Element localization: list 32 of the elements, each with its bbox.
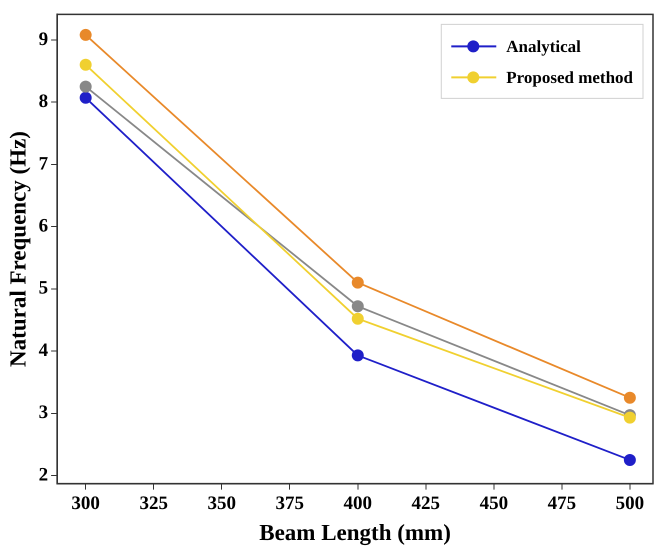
x-tick-label: 375	[275, 492, 304, 514]
y-tick-label: 2	[38, 464, 48, 486]
point	[80, 28, 92, 41]
point	[80, 80, 92, 93]
y-tick-label: 8	[38, 91, 48, 112]
x-tick-label: 300	[71, 492, 100, 514]
y-tick-label: 3	[38, 402, 48, 424]
x-tick-label: 350	[207, 492, 236, 514]
legend-label: Analytical	[506, 36, 582, 56]
y-tick-label: 5	[38, 278, 48, 299]
y-tick-label: 6	[38, 216, 48, 237]
point	[624, 392, 636, 404]
x-axis-title: Beam Length (mm)	[259, 520, 451, 546]
x-tick-label: 500	[616, 492, 644, 514]
point	[352, 312, 364, 325]
point	[80, 58, 92, 71]
y-tick-label: 7	[38, 153, 49, 174]
point	[624, 454, 636, 466]
x-tick-label: 425	[412, 492, 440, 514]
point	[352, 349, 364, 362]
point	[352, 276, 364, 289]
x-tick-label: 400	[344, 492, 372, 514]
legend-label: Proposed method	[506, 68, 634, 87]
y-axis-title: Natural Frequency (Hz)	[6, 131, 31, 367]
point	[352, 300, 364, 312]
y-tick-label: 4	[38, 340, 49, 361]
y-tick-label: 9	[38, 28, 48, 50]
x-tick-label: 325	[139, 492, 168, 514]
point	[624, 412, 636, 424]
point	[80, 92, 92, 104]
x-tick-label: 450	[480, 492, 508, 514]
x-tick-label: 475	[548, 492, 576, 514]
